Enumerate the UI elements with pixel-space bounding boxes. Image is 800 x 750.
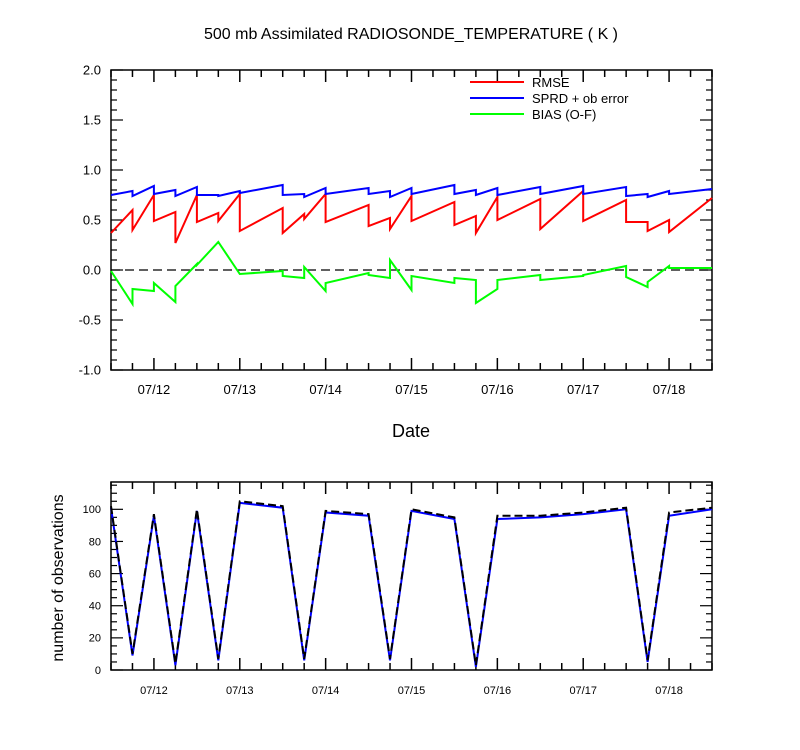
y-tick-label: 60 [89,568,101,580]
x-tick-label: 07/18 [653,382,686,397]
x-tick-label: 07/16 [481,382,514,397]
x-axis-label: Date [392,421,430,441]
x-tick-label: 07/13 [224,382,257,397]
y-tick-label: 40 [89,601,101,613]
x-tick-label: 07/17 [569,685,597,697]
series-line-assimilated-observations [110,501,713,667]
series-line-total-observations [110,500,713,666]
series-line-bias-o-f [110,240,712,308]
x-tick-label: 07/12 [138,382,171,397]
y-tick-label: 1.5 [83,113,101,128]
x-tick-label: 07/15 [395,382,428,397]
y-tick-label: -0.5 [79,313,101,328]
top-panel: 07/12 07/13 07/14 07/15 07/16 07/17 07/18 -1.0 -… [79,63,713,397]
x-tick-label: 07/15 [398,685,426,697]
y-tick-label: 0.0 [83,263,101,278]
y-tick-label: 0.5 [83,213,101,228]
chart-title: 500 mb Assimilated RADIOSONDE_TEMPERATUR… [204,26,618,43]
legend-label: SPRD + ob error [532,91,629,106]
x-tick-label: 07/13 [226,685,254,697]
x-tick-label: 07/14 [309,382,342,397]
y-tick-label: 20 [89,633,101,645]
y-tick-label: 80 [89,536,101,548]
y-tick-label: -1.0 [79,363,101,378]
x-tick-label: 07/17 [567,382,600,397]
legend-label: RMSE [532,75,570,90]
obs-y-axis-label: number of observations [50,494,67,661]
legend-label: BIAS (O-F) [532,107,596,122]
x-tick-label: 07/18 [655,685,683,697]
x-tick-label: 07/12 [140,685,168,697]
series-line-sprd-ob-error [110,183,713,199]
y-tick-label: 2.0 [83,63,101,78]
y-tick-label: 0 [95,665,101,677]
x-tick-label: 07/16 [484,685,512,697]
y-tick-label: 100 [83,504,101,516]
series-line-rmse [110,188,713,244]
bottom-panel: 07/12 07/13 07/14 07/15 07/16 07/17 07/18 0 20 40… [83,481,713,697]
x-tick-label: 07/14 [312,685,340,697]
y-tick-label: 1.0 [83,163,101,178]
